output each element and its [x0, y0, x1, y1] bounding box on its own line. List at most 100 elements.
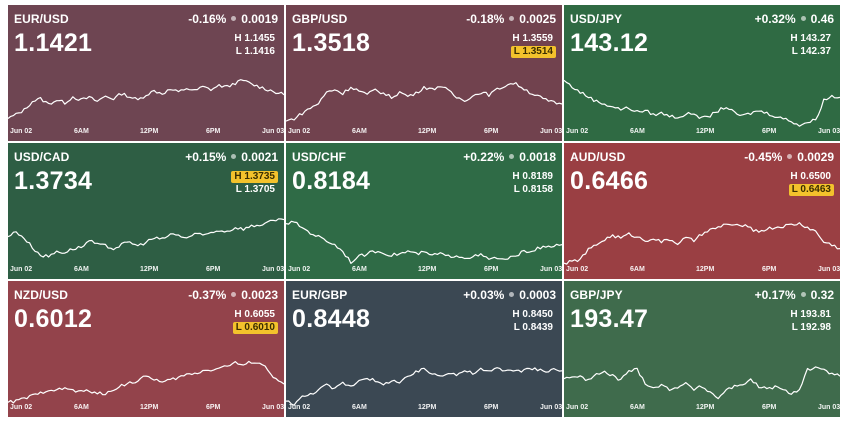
tile-gbp-jpy[interactable]: GBP/JPY +0.17% 0.32 193.47 H 193.81 L 192.98 J… — [564, 281, 840, 417]
time-axis: Jun 02 6AM 12PM 6PM Jun 03 — [564, 404, 840, 414]
price-chart — [564, 79, 840, 127]
pair-label: USD/CHF — [292, 150, 347, 164]
price-value: 0.8448 — [292, 305, 371, 333]
time-axis: Jun 02 6AM 12PM 6PM Jun 03 — [8, 128, 284, 138]
x-tick-label: Jun 03 — [262, 266, 284, 273]
x-tick-label: Jun 02 — [288, 404, 311, 411]
separator-dot-icon — [231, 154, 237, 159]
x-tick-label: 6PM — [484, 404, 499, 411]
high-value: H 0.8450 — [512, 309, 553, 320]
low-value: L 0.6463 — [788, 184, 834, 196]
x-tick-label: 6PM — [206, 266, 221, 273]
time-axis: Jun 02 6AM 12PM 6PM Jun 03 — [8, 404, 284, 414]
price-line — [8, 360, 284, 404]
x-tick-label: 6PM — [206, 404, 221, 411]
price-line — [8, 218, 284, 258]
change-percent: -0.37% — [188, 288, 227, 302]
x-tick-label: 6PM — [484, 266, 499, 273]
change-percent: +0.22% — [463, 150, 505, 164]
high-value: H 1.1455 — [234, 33, 275, 44]
change-readout: -0.45% 0.0029 — [744, 150, 834, 164]
separator-dot-icon — [800, 292, 806, 297]
x-tick-label: Jun 02 — [288, 266, 311, 273]
price-value: 0.8184 — [292, 167, 371, 195]
tile-aud-usd[interactable]: AUD/USD -0.45% 0.0029 0.6466 H 0.6500 L 0.646… — [564, 143, 840, 279]
pair-label: USD/JPY — [570, 12, 623, 26]
tile-usd-cad[interactable]: USD/CAD +0.15% 0.0021 1.3734 H 1.3735 L 1.370… — [8, 143, 284, 279]
x-tick-label: 12PM — [418, 128, 437, 135]
change-absolute: 0.46 — [810, 12, 834, 26]
high-value: H 193.81 — [790, 309, 831, 320]
x-tick-label: Jun 03 — [540, 266, 562, 273]
low-value: L 1.3705 — [235, 184, 275, 195]
change-absolute: 0.0018 — [519, 150, 556, 164]
change-readout: +0.03% 0.0003 — [463, 288, 556, 302]
x-tick-label: Jun 02 — [10, 404, 33, 411]
price-value: 0.6012 — [14, 305, 93, 333]
price-value: 1.1421 — [14, 29, 93, 57]
price-chart — [8, 360, 284, 404]
x-tick-label: 6PM — [762, 266, 777, 273]
tile-gbp-usd[interactable]: GBP/USD -0.18% 0.0025 1.3518 H 1.3559 L 1.351… — [286, 5, 562, 141]
change-percent: +0.03% — [463, 288, 505, 302]
price-value: 1.3518 — [292, 29, 371, 57]
x-tick-label: Jun 03 — [818, 128, 840, 135]
change-readout: +0.15% 0.0021 — [185, 150, 278, 164]
low-value: L 1.1416 — [235, 46, 275, 57]
tile-usd-jpy[interactable]: USD/JPY +0.32% 0.46 143.12 H 143.27 L 142.37 J… — [564, 5, 840, 141]
separator-dot-icon — [787, 154, 793, 159]
change-absolute: 0.0023 — [241, 288, 278, 302]
change-absolute: 0.0025 — [519, 12, 556, 26]
price-chart — [286, 82, 562, 122]
price-chart — [564, 366, 840, 400]
price-value: 193.47 — [570, 305, 649, 333]
separator-dot-icon — [800, 16, 806, 21]
pair-label: EUR/GBP — [292, 288, 348, 302]
x-tick-label: 6AM — [74, 128, 89, 135]
x-tick-label: Jun 02 — [10, 266, 33, 273]
x-tick-label: 12PM — [696, 266, 715, 273]
price-chart — [8, 79, 284, 119]
x-tick-label: 6AM — [352, 404, 367, 411]
high-value: H 143.27 — [790, 33, 831, 44]
high-value: H 0.6055 — [234, 309, 275, 320]
tile-nzd-usd[interactable]: NZD/USD -0.37% 0.0023 0.6012 H 0.6055 L 0.601… — [8, 281, 284, 417]
x-tick-label: 6AM — [352, 128, 367, 135]
x-tick-label: Jun 03 — [540, 128, 562, 135]
currency-grid: EUR/USD -0.16% 0.0019 1.1421 H 1.1455 L 1.141… — [8, 5, 840, 418]
x-tick-label: 12PM — [696, 404, 715, 411]
x-tick-label: Jun 03 — [818, 266, 840, 273]
change-readout: +0.32% 0.46 — [755, 12, 834, 26]
x-tick-label: Jun 02 — [566, 128, 589, 135]
price-chart — [564, 222, 840, 265]
tile-eur-usd[interactable]: EUR/USD -0.16% 0.0019 1.1421 H 1.1455 L 1.141… — [8, 5, 284, 141]
x-tick-label: 12PM — [418, 266, 437, 273]
change-absolute: 0.0029 — [797, 150, 834, 164]
x-tick-label: 12PM — [140, 128, 159, 135]
high-value: H 1.3559 — [512, 33, 553, 44]
low-value: L 0.8439 — [513, 322, 553, 333]
x-tick-label: 6AM — [74, 404, 89, 411]
x-tick-label: 6PM — [206, 128, 221, 135]
price-value: 143.12 — [570, 29, 649, 57]
change-readout: -0.37% 0.0023 — [188, 288, 278, 302]
x-tick-label: 6AM — [74, 266, 89, 273]
x-tick-label: Jun 02 — [566, 404, 589, 411]
change-readout: -0.16% 0.0019 — [188, 12, 278, 26]
price-line — [286, 220, 562, 264]
change-readout: +0.17% 0.32 — [755, 288, 834, 302]
x-tick-label: 6AM — [630, 266, 645, 273]
x-tick-label: 6AM — [352, 266, 367, 273]
separator-dot-icon — [231, 292, 237, 297]
separator-dot-icon — [231, 16, 237, 21]
x-tick-label: 12PM — [140, 404, 159, 411]
high-value: H 0.8189 — [512, 171, 553, 182]
x-tick-label: 12PM — [140, 266, 159, 273]
tile-eur-gbp[interactable]: EUR/GBP +0.03% 0.0003 0.8448 H 0.8450 L 0.843… — [286, 281, 562, 417]
change-absolute: 0.0021 — [241, 150, 278, 164]
change-percent: -0.45% — [744, 150, 783, 164]
separator-dot-icon — [509, 16, 515, 21]
x-tick-label: 12PM — [696, 128, 715, 135]
tile-usd-chf[interactable]: USD/CHF +0.22% 0.0018 0.8184 H 0.8189 L 0.815… — [286, 143, 562, 279]
x-tick-label: Jun 03 — [818, 404, 840, 411]
